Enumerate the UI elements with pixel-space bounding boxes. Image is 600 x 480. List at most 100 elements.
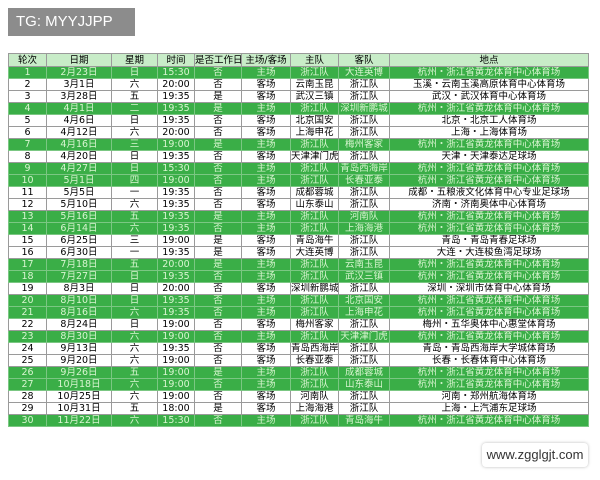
- table-cell: 25: [8, 354, 47, 367]
- table-cell: 21: [8, 306, 47, 319]
- table-cell: 5: [8, 114, 47, 127]
- table-cell: 杭州・浙江省黄龙体育中心体育场: [389, 258, 589, 271]
- table-cell: 青岛・青岛西海岸大学城体育场: [389, 342, 589, 355]
- table-cell: 浙江队: [290, 210, 339, 223]
- table-cell: 浙江队: [338, 390, 390, 403]
- table-cell: 大连英博: [290, 246, 339, 259]
- table-cell: 27: [8, 378, 47, 391]
- table-cell: 杭州・浙江省黄龙体育中心体育场: [389, 306, 589, 319]
- table-cell: 22: [8, 318, 47, 331]
- table-row: 12 5月10日六 19:35 否客场 山东泰山 浙江队 济南・济南奥体中心体育场: [8, 198, 589, 211]
- table-cell: 浙江队: [290, 366, 339, 379]
- table-cell: 15:30: [157, 414, 195, 427]
- table-row: 15 6月25日三 19:00 是客场 青岛海牛 浙江队 青岛・青岛青春足球场: [8, 234, 589, 247]
- table-cell: 否: [194, 174, 242, 187]
- table-cell: 五: [111, 366, 158, 379]
- table-cell: 30: [8, 414, 47, 427]
- table-cell: 日: [111, 150, 158, 163]
- table-cell: 19:00: [157, 378, 195, 391]
- table-cell: 6月30日: [46, 246, 112, 259]
- table-row: 5 4月6日日 19:35 否客场 北京国安 浙江队 北京・北京工人体育场: [8, 114, 589, 127]
- table-cell: 3月1日: [46, 78, 112, 91]
- table-cell: 否: [194, 66, 242, 79]
- table-cell: 上海海港: [290, 402, 339, 415]
- table-cell: 11: [8, 186, 47, 199]
- table-cell: 主场: [241, 66, 291, 79]
- table-row: 8 4月20日日 19:35 否客场 天津津门虎 浙江队 天津・天津泰达足球场: [8, 150, 589, 163]
- table-cell: 五: [111, 90, 158, 103]
- table-cell: 15:30: [157, 162, 195, 175]
- table-cell: 梅州・五华奥体中心惠堂体育场: [389, 318, 589, 331]
- table-cell: 客场: [241, 90, 291, 103]
- table-cell: 19:35: [157, 222, 195, 235]
- table-cell: 杭州・浙江省黄龙体育中心体育场: [389, 102, 589, 115]
- table-cell: 否: [194, 294, 242, 307]
- header-cell: 地点: [389, 53, 589, 67]
- table-row: 13 5月16日五 19:35 是主场 浙江队 河南队 杭州・浙江省黄龙体育中心体育场: [8, 210, 589, 223]
- header-cell: 主队: [290, 53, 339, 67]
- table-cell: 5月10日: [46, 198, 112, 211]
- table-cell: 青岛海牛: [338, 414, 390, 427]
- table-cell: 杭州・浙江省黄龙体育中心体育场: [389, 270, 589, 283]
- table-cell: 浙江队: [290, 138, 339, 151]
- table-cell: 上海申花: [338, 306, 390, 319]
- table-cell: 4: [8, 102, 47, 115]
- table-cell: 19:35: [157, 150, 195, 163]
- table-cell: 主场: [241, 366, 291, 379]
- table-cell: 山东泰山: [338, 378, 390, 391]
- header-row: 轮次 日期 星期 时间 是否工作日 主场/客场 主队 客队 地点: [8, 53, 589, 67]
- table-cell: 否: [194, 414, 242, 427]
- table-cell: 8: [8, 150, 47, 163]
- table-cell: 是: [194, 102, 242, 115]
- table-cell: 客场: [241, 198, 291, 211]
- table-cell: 主场: [241, 414, 291, 427]
- table-cell: 浙江队: [338, 78, 390, 91]
- table-cell: 天津津门虎: [338, 330, 390, 343]
- table-cell: 客场: [241, 402, 291, 415]
- header-cell: 星期: [111, 53, 158, 67]
- table-cell: 19:00: [157, 390, 195, 403]
- table-cell: 云南玉昆: [290, 78, 339, 91]
- table-cell: 主场: [241, 294, 291, 307]
- table-row: 1 2月23日日 15:30 否主场 浙江队 大连英博 杭州・浙江省黄龙体育中心体育场: [8, 66, 589, 79]
- table-cell: 浙江队: [338, 90, 390, 103]
- table-cell: 11月22日: [46, 414, 112, 427]
- table-row: 23 8月30日六 19:00 否主场 浙江队 天津津门虎 杭州・浙江省黄龙体育中心体育场: [8, 330, 589, 343]
- table-row: 27 10月18日六 19:00 否主场 浙江队 山东泰山 杭州・浙江省黄龙体育中心体育场: [8, 378, 589, 391]
- table-cell: 是: [194, 402, 242, 415]
- table-cell: 20:00: [157, 258, 195, 271]
- table-cell: 否: [194, 330, 242, 343]
- table-cell: 浙江队: [338, 342, 390, 355]
- table-cell: 天津・天津泰达足球场: [389, 150, 589, 163]
- table-row: 17 7月18日五 20:00 是主场 浙江队 云南玉昆 杭州・浙江省黄龙体育中心体育场: [8, 258, 589, 271]
- table-cell: 成都蓉城: [338, 366, 390, 379]
- table-cell: 浙江队: [338, 150, 390, 163]
- table-cell: 云南玉昆: [338, 258, 390, 271]
- table-cell: 河南・郑州航海体育场: [389, 390, 589, 403]
- table-cell: 浙江队: [290, 294, 339, 307]
- table-cell: 主场: [241, 210, 291, 223]
- table-cell: 2: [8, 78, 47, 91]
- table-cell: 浙江队: [290, 306, 339, 319]
- table-cell: 19:35: [157, 114, 195, 127]
- table-cell: 五: [111, 210, 158, 223]
- table-cell: 19:00: [157, 330, 195, 343]
- table-cell: 上海申花: [290, 126, 339, 139]
- table-cell: 否: [194, 198, 242, 211]
- table-cell: 4月6日: [46, 114, 112, 127]
- table-cell: 否: [194, 222, 242, 235]
- table-cell: 深圳新鹏城: [290, 282, 339, 295]
- table-cell: 主场: [241, 306, 291, 319]
- table-cell: 是: [194, 366, 242, 379]
- table-cell: 19:35: [157, 186, 195, 199]
- table-cell: 9月13日: [46, 342, 112, 355]
- table-cell: 浙江队: [338, 402, 390, 415]
- table-cell: 3: [8, 90, 47, 103]
- table-cell: 7: [8, 138, 47, 151]
- table-row: 4 4月1日二 19:35 是主场 浙江队 深圳新鹏城 杭州・浙江省黄龙体育中心体育场: [8, 102, 589, 115]
- table-cell: 浙江队: [290, 222, 339, 235]
- table-cell: 杭州・浙江省黄龙体育中心体育场: [389, 330, 589, 343]
- table-cell: 杭州・浙江省黄龙体育中心体育场: [389, 66, 589, 79]
- table-cell: 大连英博: [338, 66, 390, 79]
